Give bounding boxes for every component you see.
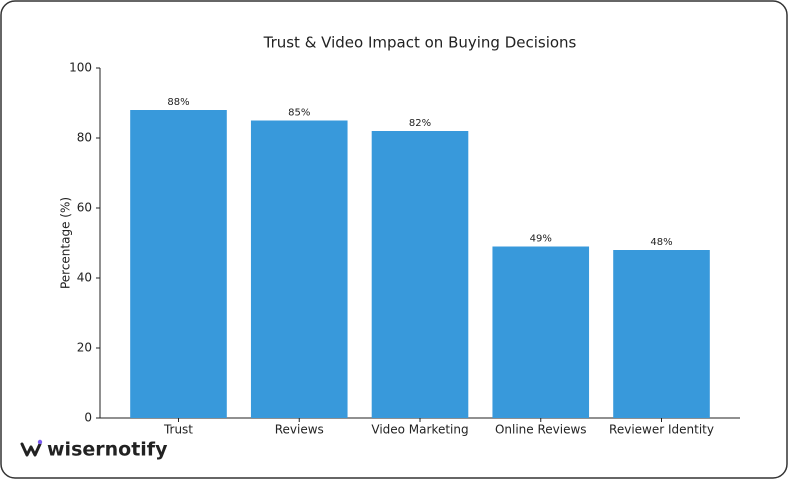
x-tick-label: Trust	[163, 423, 193, 437]
value-label: 88%	[167, 97, 189, 108]
logo-text: wisernotify	[47, 439, 168, 461]
x-tick-label: Video Marketing	[371, 423, 468, 437]
value-label: 85%	[288, 108, 310, 119]
y-tick-label: 0	[84, 411, 92, 425]
x-tick-label: Reviewer Identity	[609, 423, 714, 437]
bar	[492, 246, 590, 418]
x-tick-label: Online Reviews	[495, 423, 587, 437]
bar	[371, 131, 469, 418]
bar	[613, 250, 710, 418]
value-label: 49%	[530, 234, 552, 245]
x-tick-label: Reviews	[275, 423, 324, 437]
chart-title: Trust & Video Impact on Buying Decisions	[263, 34, 577, 52]
bar	[250, 120, 348, 418]
y-tick-label: 20	[77, 341, 92, 355]
value-label: 48%	[650, 237, 672, 248]
y-tick-label: 40	[77, 271, 92, 285]
value-label: 82%	[409, 118, 431, 129]
y-tick-label: 80	[77, 131, 92, 145]
y-axis-label: Percentage (%)	[59, 197, 73, 289]
bar	[130, 110, 227, 418]
logo-icon	[20, 439, 43, 457]
y-tick-label: 100	[69, 61, 92, 75]
y-tick-label: 60	[77, 201, 92, 215]
